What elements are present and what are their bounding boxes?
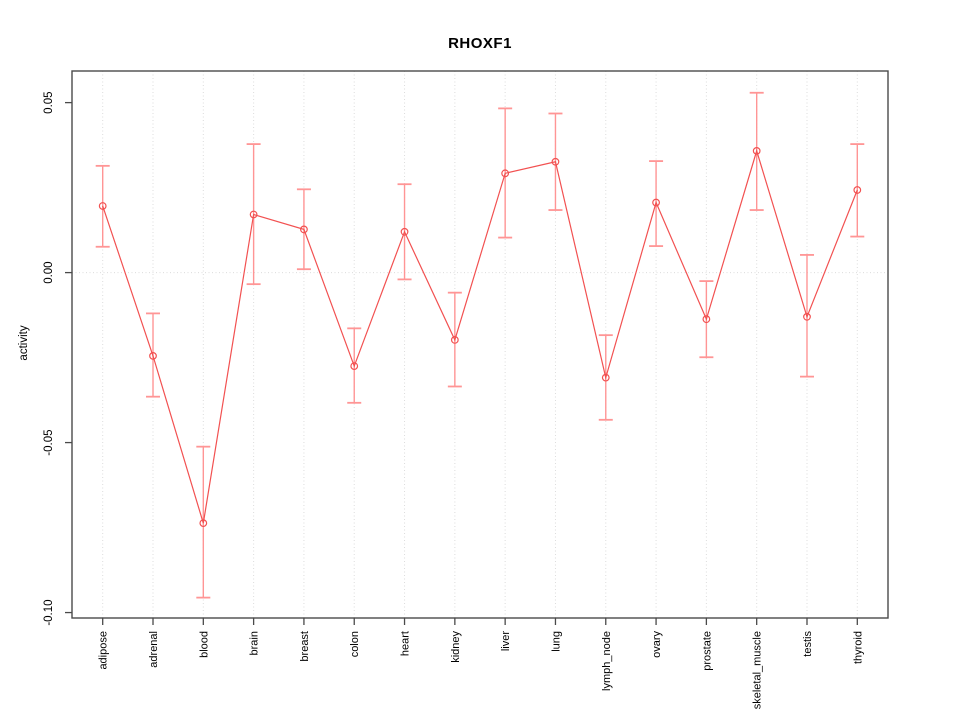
data-point [350,362,359,370]
x-tick-label: heart [400,631,412,656]
data-point [551,157,560,166]
x-tick-label: adrenal [148,631,160,668]
x-tick-label: colon [349,631,361,657]
x-tick-label: testis [802,631,814,657]
y-tick-label: -0.10 [43,599,55,625]
data-point [702,315,711,324]
x-tick-label: prostate [701,631,713,671]
data-point [199,519,208,528]
x-tick-label: skeletal_muscle [752,631,764,709]
data-point [249,210,258,219]
data-point [853,186,862,194]
data-point [400,227,409,236]
x-tick-label: lymph_node [601,631,613,691]
data-point [803,312,811,321]
plot-border [71,70,889,619]
x-tick-label: brain [249,631,261,655]
x-tick-label: thyroid [852,631,864,664]
series-line [102,148,858,524]
y-tick-label: -0.05 [43,429,55,455]
x-tick-label: blood [198,631,210,658]
y-tick-label: 0.00 [43,261,55,283]
data-point [98,202,107,210]
data-point [450,336,459,344]
data-point [601,373,610,382]
y-tick-label: 0.05 [43,91,55,113]
x-tick-label: kidney [450,631,462,663]
data-point [501,169,510,178]
x-tick-label: ovary [651,631,663,658]
x-tick-label: adipose [98,631,110,670]
data-point [149,351,157,360]
x-tick-label: liver [500,631,512,652]
chart-title: RHOXF1 [448,35,512,52]
data-point [300,225,308,234]
data-point [752,146,761,155]
x-tick-label: breast [299,631,311,662]
data-point [652,198,660,207]
x-tick-label: lung [550,631,562,652]
